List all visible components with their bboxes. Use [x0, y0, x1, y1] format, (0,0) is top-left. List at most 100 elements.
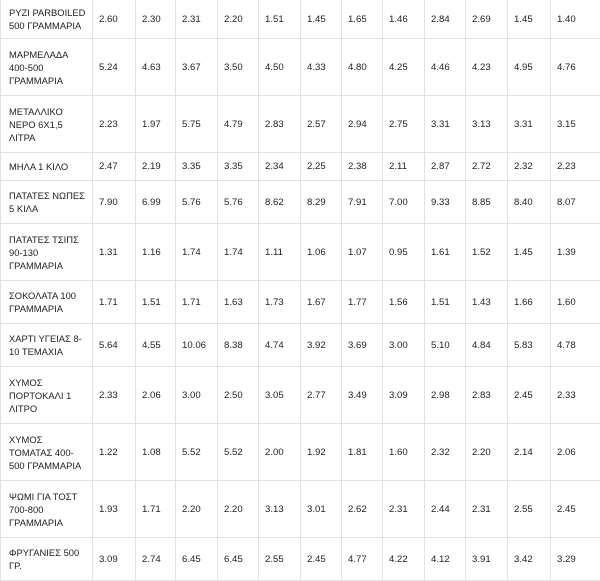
product-name-cell: ΜΕΤΑΛΛΙΚΟ ΝΕΡΟ 6Χ1,5 ΛΙΤΡΑ — [1, 96, 93, 153]
price-cell: 3.15 — [551, 96, 600, 153]
price-cell: 4.23 — [466, 39, 508, 96]
price-cell: 2.32 — [425, 424, 466, 481]
price-cell: 3.69 — [342, 324, 383, 367]
price-cell: 1.51 — [259, 0, 301, 39]
price-cell: 4.95 — [508, 39, 551, 96]
price-cell: 1.45 — [508, 224, 551, 281]
price-cell: 4.74 — [259, 324, 301, 367]
price-cell: 2.45 — [508, 367, 551, 424]
price-cell: 1.81 — [342, 424, 383, 481]
product-name-cell: ΧΑΡΤΙ ΥΓΕΙΑΣ 8-10 ΤΕΜΑΧΙΑ — [1, 324, 93, 367]
price-cell: 2.74 — [136, 538, 176, 581]
price-cell: 2.83 — [259, 96, 301, 153]
price-cell: 8.29 — [301, 181, 342, 224]
price-cell: 3.31 — [425, 96, 466, 153]
price-cell: 2.14 — [508, 424, 551, 481]
price-cell: 4.84 — [466, 324, 508, 367]
price-cell: 2.77 — [301, 367, 342, 424]
price-cell: 2.20 — [176, 481, 218, 538]
price-cell: 1.60 — [551, 281, 600, 324]
price-cell: 2.11 — [383, 153, 425, 181]
price-cell: 3.05 — [259, 367, 301, 424]
product-name-cell: ΜΑΡΜΕΛΑΔΑ 400-500 ΓΡΑΜΜΑΡΙΑ — [1, 39, 93, 96]
price-cell: 5.52 — [218, 424, 259, 481]
price-cell: 1.97 — [136, 96, 176, 153]
price-cell: 1.16 — [136, 224, 176, 281]
price-cell: 1.51 — [136, 281, 176, 324]
price-cell: 1.51 — [425, 281, 466, 324]
price-cell: 8.62 — [259, 181, 301, 224]
price-cell: 1.60 — [383, 424, 425, 481]
product-name-cell: ΠΑΤΑΤΕΣ ΝΩΠΕΣ 5 ΚΙΛΑ — [1, 181, 93, 224]
product-name-cell: ΣΟΚΟΛΑΤΑ 100 ΓΡΑΜΜΑΡΙΑ — [1, 281, 93, 324]
price-cell: 6.99 — [136, 181, 176, 224]
price-cell: 3.91 — [466, 538, 508, 581]
price-cell: 0.95 — [383, 224, 425, 281]
price-cell: 7.90 — [93, 181, 136, 224]
price-cell: 2.31 — [176, 0, 218, 39]
product-name-cell: ΜΗΛΑ 1 ΚΙΛΟ — [1, 153, 93, 181]
price-cell: 2.31 — [466, 481, 508, 538]
price-cell: 1.39 — [551, 224, 600, 281]
price-cell: 3.35 — [176, 153, 218, 181]
price-cell: 2.00 — [259, 424, 301, 481]
price-cell: 2.50 — [218, 367, 259, 424]
price-cell: 4.25 — [383, 39, 425, 96]
price-cell: 2.20 — [218, 481, 259, 538]
price-cell: 1.74 — [176, 224, 218, 281]
price-cell: 2.20 — [466, 424, 508, 481]
price-cell: 4.55 — [136, 324, 176, 367]
price-cell: 1.56 — [383, 281, 425, 324]
price-cell: 1.22 — [93, 424, 136, 481]
price-cell: 1.40 — [551, 0, 600, 39]
price-cell: 1.92 — [301, 424, 342, 481]
price-cell: 4.80 — [342, 39, 383, 96]
price-cell: 8.85 — [466, 181, 508, 224]
price-cell: 1.61 — [425, 224, 466, 281]
price-cell: 5.76 — [176, 181, 218, 224]
price-cell: 3.09 — [93, 538, 136, 581]
price-cell: 2.55 — [259, 538, 301, 581]
price-cell: 2.57 — [301, 96, 342, 153]
price-cell: 2.75 — [383, 96, 425, 153]
price-cell: 2.06 — [136, 367, 176, 424]
price-cell: 7.00 — [383, 181, 425, 224]
price-cell: 2.69 — [466, 0, 508, 39]
price-cell: 1.11 — [259, 224, 301, 281]
price-cell: 5.83 — [508, 324, 551, 367]
price-cell: 1.08 — [136, 424, 176, 481]
price-cell: 4.33 — [301, 39, 342, 96]
price-cell: 2.62 — [342, 481, 383, 538]
price-cell: 8.07 — [551, 181, 600, 224]
product-name-cell: ΧΥΜΟΣ ΤΟΜΑΤΑΣ 400-500 ΓΡΑΜΜΑΡΙΑ — [1, 424, 93, 481]
price-cell: 2.84 — [425, 0, 466, 39]
price-cell: 3.13 — [466, 96, 508, 153]
price-cell: 2.06 — [551, 424, 600, 481]
price-cell: 10.06 — [176, 324, 218, 367]
price-cell: 5.76 — [218, 181, 259, 224]
price-cell: 2.45 — [301, 538, 342, 581]
product-name-cell: ΦΡΥΓΑΝΙΕΣ 500 ΓΡ. — [1, 538, 93, 581]
price-cell: 2.98 — [425, 367, 466, 424]
price-cell: 1.06 — [301, 224, 342, 281]
price-cell: 9.33 — [425, 181, 466, 224]
price-cell: 3.29 — [551, 538, 600, 581]
price-cell: 5.24 — [93, 39, 136, 96]
price-cell: 7.91 — [342, 181, 383, 224]
price-cell: 2.72 — [466, 153, 508, 181]
price-cell: 1.71 — [93, 281, 136, 324]
price-cell: 4.22 — [383, 538, 425, 581]
price-cell: 2.33 — [551, 367, 600, 424]
product-name-cell: ΠΑΤΑΤΕΣ ΤΣΙΠΣ 90-130 ΓΡΑΜΜΑΡΙΑ — [1, 224, 93, 281]
price-cell: 1.93 — [93, 481, 136, 538]
price-cell: 1.65 — [342, 0, 383, 39]
